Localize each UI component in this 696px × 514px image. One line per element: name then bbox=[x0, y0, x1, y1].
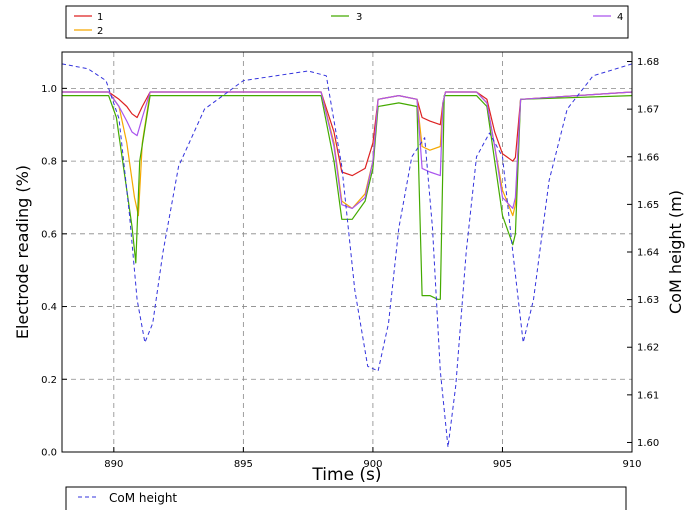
series-line-3 bbox=[62, 94, 633, 300]
y-tick-label: 0.8 bbox=[41, 157, 57, 168]
y-right-tick-label: 1.61 bbox=[637, 390, 659, 401]
top-legend: 1 2 3 4 bbox=[65, 5, 629, 39]
y-right-tick-label: 1.63 bbox=[637, 295, 659, 306]
x-tick-label: 900 bbox=[363, 459, 382, 470]
y-right-tick-label: 1.67 bbox=[637, 105, 659, 116]
x-tick-label: 910 bbox=[622, 459, 641, 470]
y-right-tick-label: 1.65 bbox=[637, 200, 659, 211]
y-right-tick-label: 1.60 bbox=[637, 438, 659, 449]
y-axis-right-label: CoM height (m) bbox=[666, 190, 685, 314]
y-tick-label: 0.0 bbox=[41, 448, 57, 459]
legend-label-2: 2 bbox=[97, 26, 103, 37]
x-axis-label: Time (s) bbox=[311, 465, 381, 485]
y-right-tick-label: 1.62 bbox=[637, 343, 659, 354]
legend-label-1: 1 bbox=[97, 12, 103, 23]
legend-label-com: CoM height bbox=[109, 491, 177, 505]
y-tick-label: 1.0 bbox=[41, 84, 57, 95]
y-tick-label: 0.2 bbox=[41, 375, 57, 386]
legend-label-4: 4 bbox=[617, 12, 623, 23]
y-right-tick-label: 1.68 bbox=[637, 57, 659, 68]
y-tick-label: 0.6 bbox=[41, 229, 57, 240]
legend-label-3: 3 bbox=[356, 12, 362, 23]
plot-area bbox=[62, 52, 632, 452]
series-line-4 bbox=[62, 91, 633, 209]
y-right-tick-label: 1.66 bbox=[637, 152, 659, 163]
y-axis-label: Electrode reading (%) bbox=[13, 165, 32, 339]
y-right-tick-label: 1.64 bbox=[637, 248, 659, 259]
series-layer bbox=[61, 63, 633, 448]
bottom-legend: CoM height bbox=[65, 486, 627, 514]
x-tick-label: 895 bbox=[234, 459, 253, 470]
grid bbox=[62, 52, 632, 452]
x-tick-label: 890 bbox=[104, 459, 123, 470]
axes: 890 895 900 905 910 0.0 0.2 0.4 0.6 0.8 1.0 1.60 1.6… bbox=[41, 57, 659, 470]
y-tick-label: 0.4 bbox=[41, 302, 57, 313]
x-tick-label: 905 bbox=[493, 459, 512, 470]
